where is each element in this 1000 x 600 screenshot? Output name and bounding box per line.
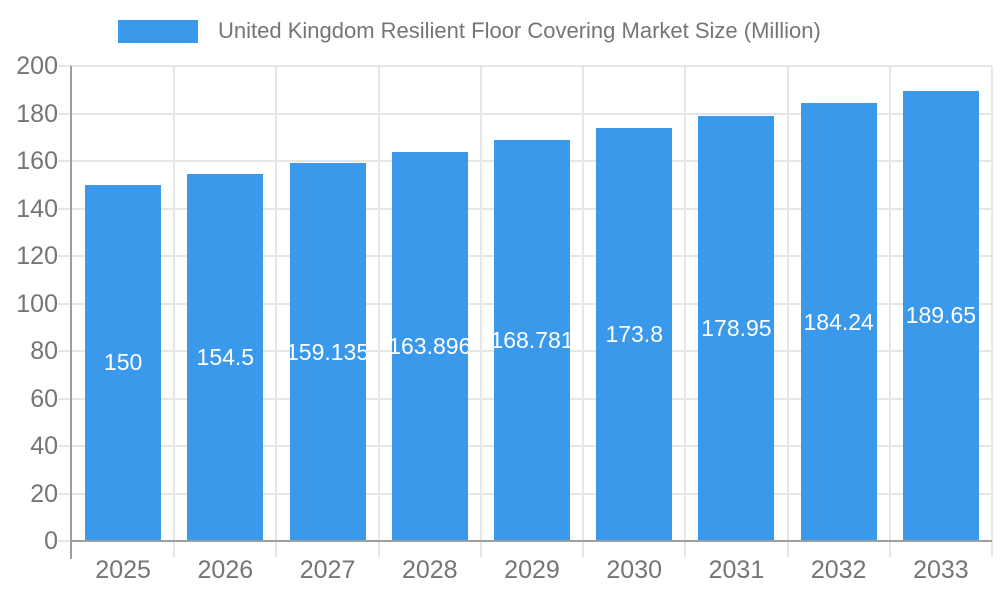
x-axis-label: 2025 <box>95 556 151 584</box>
bar: 163.896 <box>391 151 468 541</box>
legend-label: United Kingdom Resilient Floor Covering … <box>218 18 821 43</box>
y-axis-label: 60 <box>30 384 58 413</box>
bar-value-label: 150 <box>103 349 143 376</box>
y-axis-label: 140 <box>16 194 58 223</box>
category-boundary-line <box>684 66 687 557</box>
y-axis-label: 80 <box>30 337 58 365</box>
bar-value-label: 159.135 <box>289 338 366 365</box>
y-gridline <box>72 65 992 67</box>
y-tick <box>58 207 72 210</box>
y-tick <box>58 65 72 67</box>
y-tick <box>58 397 72 400</box>
y-tick <box>58 540 72 542</box>
y-tick <box>58 112 72 115</box>
x-axis-line <box>72 540 992 542</box>
category-boundary-line <box>888 66 891 557</box>
bar-value-label: 189.65 <box>905 302 977 329</box>
y-axis-label: 40 <box>30 432 58 460</box>
bar-value-label: 178.95 <box>701 314 772 341</box>
y-axis-label: 0 <box>44 527 58 555</box>
bar: 168.781 <box>494 140 570 541</box>
x-axis-label: 2030 <box>606 556 663 584</box>
bar: 159.135 <box>289 163 366 541</box>
y-gridline <box>72 112 992 115</box>
x-axis-label: 2026 <box>197 556 254 584</box>
y-tick <box>58 445 72 447</box>
category-boundary-line <box>173 66 176 557</box>
y-axis-label: 20 <box>30 479 58 508</box>
bar: 189.65 <box>902 90 979 541</box>
y-axis-line <box>70 66 72 559</box>
category-boundary-line <box>275 66 278 557</box>
y-tick <box>58 302 72 305</box>
y-tick <box>58 350 72 352</box>
y-axis-label: 160 <box>16 147 58 175</box>
x-axis-label: 2033 <box>913 556 969 584</box>
y-axis-label: 120 <box>16 242 58 270</box>
y-tick <box>58 492 72 495</box>
legend: United Kingdom Resilient Floor Covering … <box>118 17 821 45</box>
legend-swatch <box>118 19 198 43</box>
bar-value-label: 184.24 <box>803 308 874 335</box>
y-axis-label: 200 <box>16 52 58 80</box>
category-boundary-line <box>582 66 585 557</box>
x-axis-label: 2032 <box>810 556 867 584</box>
y-axis-label: 180 <box>16 99 58 128</box>
bar-value-label: 168.781 <box>494 327 570 354</box>
category-boundary-line <box>786 66 789 557</box>
bar: 178.95 <box>698 115 775 541</box>
category-boundary-line <box>377 66 380 557</box>
bar: 150 <box>85 184 162 541</box>
bar-value-label: 173.8 <box>605 321 663 348</box>
category-boundary-line <box>991 66 993 557</box>
bar: 184.24 <box>800 103 877 541</box>
bar-value-label: 163.896 <box>391 332 468 359</box>
x-axis-label: 2029 <box>504 556 560 584</box>
x-axis-label: 2028 <box>401 556 458 584</box>
x-axis-label: 2027 <box>299 556 356 584</box>
category-boundary-line <box>479 66 482 557</box>
y-tick <box>58 255 72 257</box>
bar: 173.8 <box>596 128 673 541</box>
y-axis-label: 100 <box>16 289 58 318</box>
y-tick <box>58 160 72 162</box>
bar-value-label: 154.5 <box>196 344 255 371</box>
x-axis-label: 2031 <box>708 556 765 584</box>
bar: 154.5 <box>187 174 264 541</box>
